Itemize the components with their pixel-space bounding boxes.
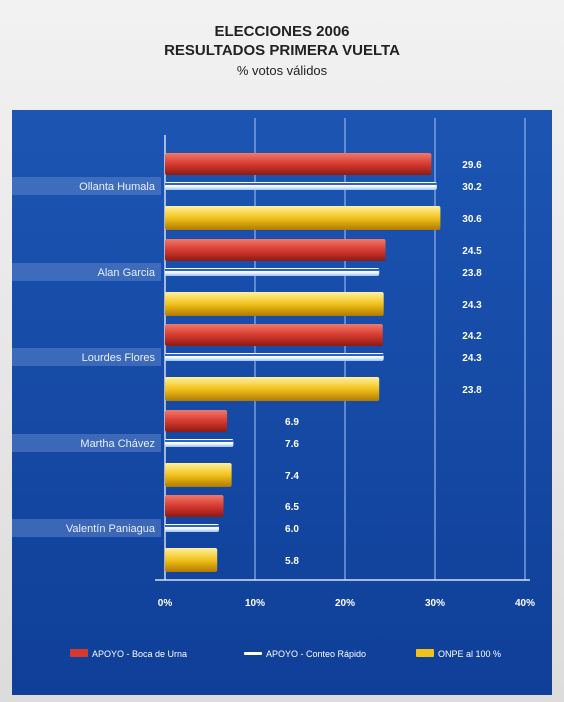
x-tick-label: 10% bbox=[245, 598, 265, 609]
category-label: Lourdes Flores bbox=[82, 352, 156, 364]
category-band bbox=[12, 434, 161, 452]
x-tick-label: 0% bbox=[158, 598, 173, 609]
category-label: Valentín Paniagua bbox=[66, 523, 156, 535]
bar-conteo-edge bbox=[165, 183, 437, 185]
bar-onpe bbox=[165, 548, 218, 572]
legend-label-conteo: APOYO - Conteo Rápido bbox=[266, 649, 366, 659]
category-band bbox=[12, 263, 161, 281]
bar-boca bbox=[165, 324, 383, 346]
legend-swatch-boca bbox=[70, 649, 88, 657]
legend-swatch-onpe bbox=[416, 649, 434, 657]
category-band bbox=[12, 348, 161, 366]
value-label: 24.3 bbox=[462, 353, 482, 364]
bar-conteo-edge bbox=[165, 354, 384, 356]
chart-subtitle: % votos válidos bbox=[236, 63, 328, 78]
value-label: 6.0 bbox=[285, 524, 299, 535]
bar-boca bbox=[165, 153, 432, 175]
bar-conteo-edge bbox=[165, 269, 380, 271]
bar-boca bbox=[165, 410, 228, 432]
chart-header: ELECCIONES 2006 RESULTADOS PRIMERA VUELT… bbox=[0, 22, 564, 80]
bar-conteo-edge bbox=[165, 440, 234, 442]
x-tick-label: 20% bbox=[335, 598, 355, 609]
value-label: 23.8 bbox=[462, 268, 482, 279]
bar-chart: Ollanta Humala 29.6 30.2 30.6 Alan Garcia 24.… bbox=[12, 118, 535, 659]
value-label: 24.3 bbox=[462, 300, 482, 311]
chart-title-line1: ELECCIONES 2006 bbox=[214, 23, 350, 40]
category-band bbox=[12, 519, 161, 537]
bar-boca bbox=[165, 495, 224, 517]
value-label: 23.8 bbox=[462, 385, 482, 396]
x-tick-label: 40% bbox=[515, 598, 535, 609]
value-label: 30.6 bbox=[462, 214, 482, 225]
category-band bbox=[12, 177, 161, 195]
category-label: Martha Chávez bbox=[80, 438, 155, 450]
bar-onpe bbox=[165, 377, 380, 401]
value-label: 30.2 bbox=[462, 182, 482, 193]
bar-onpe bbox=[165, 206, 441, 230]
value-label: 6.5 bbox=[285, 502, 299, 513]
bar-onpe bbox=[165, 292, 384, 316]
legend-label-boca: APOYO - Boca de Urna bbox=[92, 649, 187, 659]
value-label: 7.4 bbox=[285, 471, 299, 482]
x-tick-label: 30% bbox=[425, 598, 445, 609]
category-label: Alan Garcia bbox=[98, 267, 156, 279]
bar-boca bbox=[165, 239, 386, 261]
bar-conteo-edge bbox=[165, 525, 219, 527]
value-label: 24.2 bbox=[462, 331, 482, 342]
value-label: 5.8 bbox=[285, 556, 299, 567]
legend-label-onpe: ONPE al 100 % bbox=[438, 649, 501, 659]
bar-onpe bbox=[165, 463, 232, 487]
legend-swatch-conteo bbox=[244, 652, 262, 655]
value-label: 29.6 bbox=[462, 160, 482, 171]
value-label: 24.5 bbox=[462, 246, 482, 257]
value-label: 6.9 bbox=[285, 417, 299, 428]
chart-panel: Ollanta Humala 29.6 30.2 30.6 Alan Garcia 24.… bbox=[12, 110, 552, 695]
category-label: Ollanta Humala bbox=[79, 181, 156, 193]
chart-title-line2: RESULTADOS PRIMERA VUELTA bbox=[164, 42, 400, 59]
value-label: 7.6 bbox=[285, 439, 299, 450]
